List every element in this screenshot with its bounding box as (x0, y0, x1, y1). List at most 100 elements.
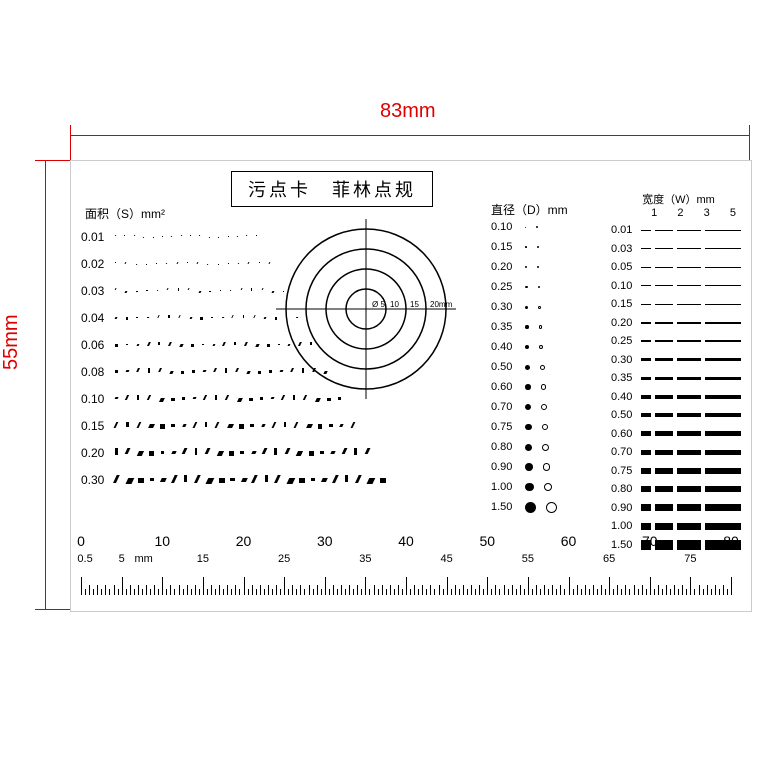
area-mark (171, 236, 172, 237)
width-bars (641, 230, 746, 231)
area-mark (318, 424, 323, 428)
area-mark (274, 475, 280, 483)
diameter-row: 0.25 (491, 277, 611, 297)
area-mark (234, 342, 236, 346)
ruler-tick (662, 589, 663, 595)
area-mark (240, 288, 242, 290)
area-mark (133, 235, 134, 236)
ruler-minor-label: 15 (197, 553, 209, 565)
width-bar (655, 468, 673, 474)
area-mark (136, 291, 138, 293)
area-mark (138, 478, 144, 484)
width-bar (641, 340, 651, 342)
width-label: 0.01 (611, 224, 641, 236)
area-mark (216, 451, 223, 456)
ruler-tick (463, 585, 464, 595)
open-dot (538, 306, 541, 309)
ruler-tick (374, 585, 375, 595)
ruler-tick (313, 589, 314, 595)
ruler-tick (650, 577, 651, 595)
width-dimension-line (70, 135, 750, 136)
diameter-row: 0.40 (491, 337, 611, 357)
width-header-cols: 1235 (611, 207, 746, 219)
diameter-dots (525, 404, 575, 410)
ruler-tick (548, 589, 549, 595)
area-mark (178, 288, 179, 290)
width-bar (705, 267, 741, 268)
width-row: 0.15 (611, 295, 746, 314)
area-mark (261, 424, 266, 427)
area-mark (200, 317, 202, 319)
area-mark (176, 262, 178, 264)
area-mark (178, 315, 181, 318)
diameter-header: 直径（D）mm (491, 201, 568, 218)
area-mark (228, 263, 229, 264)
filled-dot (525, 483, 534, 492)
area-mark (232, 315, 235, 318)
ruler-tick (723, 585, 724, 595)
width-row: 0.30 (611, 351, 746, 370)
ruler-tick (138, 585, 139, 595)
ruler-tick (654, 589, 655, 595)
width-bar (677, 340, 701, 342)
width-bar (641, 358, 651, 361)
ruler-tick (434, 589, 435, 595)
area-mark (198, 291, 201, 293)
ruler-tick (174, 589, 175, 595)
ruler-minor-label: 35 (359, 553, 371, 565)
area-mark (125, 262, 127, 264)
ruler-tick (333, 585, 334, 595)
area-mark (189, 317, 192, 319)
diameter-dots (525, 463, 575, 471)
area-mark (171, 451, 176, 454)
width-row: 0.70 (611, 443, 746, 462)
width-bar (641, 267, 651, 268)
width-bar (641, 377, 651, 380)
diameter-row: 0.15 (491, 237, 611, 257)
ruler-major-label: 60 (561, 533, 577, 549)
width-bar (655, 340, 673, 342)
width-bar (655, 285, 673, 286)
width-bars (641, 450, 746, 455)
area-mark (284, 422, 286, 428)
ruler-tick (101, 589, 102, 595)
area-mark (230, 478, 235, 482)
open-dot (542, 424, 549, 431)
ruler-tick (109, 589, 110, 595)
area-mark (158, 368, 162, 372)
area-mark (253, 315, 256, 318)
width-label: 0.25 (611, 335, 641, 347)
area-mark (169, 371, 174, 374)
width-bars (641, 523, 746, 531)
width-row: 0.25 (611, 332, 746, 351)
ruler-tick (97, 585, 98, 595)
open-dot (539, 345, 543, 349)
ruler-tick (536, 585, 537, 595)
diameter-section: 0.100.150.200.250.300.350.400.500.600.70… (491, 217, 611, 517)
ruler-tick (329, 589, 330, 595)
width-dim-tick-left (70, 125, 71, 165)
ruler-tick (512, 585, 513, 595)
area-label: 0.08 (81, 365, 115, 379)
area-mark (309, 451, 314, 456)
ruler-tick (731, 577, 732, 595)
ruler-tick (264, 589, 265, 595)
area-mark (213, 368, 217, 372)
area-label: 0.02 (81, 257, 115, 271)
area-mark (218, 264, 219, 265)
ruler-tick (629, 589, 630, 595)
ruler-tick (674, 585, 675, 595)
area-marks (115, 416, 361, 436)
area-mark (286, 478, 295, 484)
area-mark (262, 448, 267, 454)
diameter-dots (525, 226, 575, 228)
width-dimension-label: 83mm (380, 100, 436, 123)
ruler-tick (455, 585, 456, 595)
ruler-tick (402, 589, 403, 595)
width-bar (641, 468, 651, 474)
area-mark (125, 448, 130, 454)
width-bar (641, 285, 651, 286)
ruler-tick (345, 589, 346, 595)
diameter-label: 0.10 (491, 221, 525, 233)
ruler-tick (179, 585, 180, 595)
